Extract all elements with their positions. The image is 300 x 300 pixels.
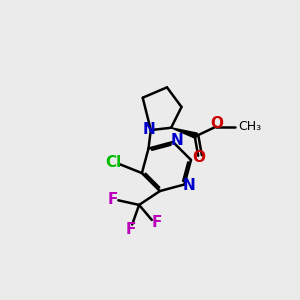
- Text: Cl: Cl: [105, 155, 121, 170]
- Text: N: N: [142, 122, 155, 137]
- Text: O: O: [210, 116, 223, 131]
- Text: N: N: [171, 133, 184, 148]
- Text: F: F: [152, 215, 162, 230]
- Text: N: N: [182, 178, 195, 193]
- Text: F: F: [126, 222, 136, 237]
- Text: CH₃: CH₃: [238, 120, 261, 133]
- Polygon shape: [171, 128, 197, 139]
- Text: O: O: [192, 150, 205, 165]
- Text: F: F: [107, 192, 118, 207]
